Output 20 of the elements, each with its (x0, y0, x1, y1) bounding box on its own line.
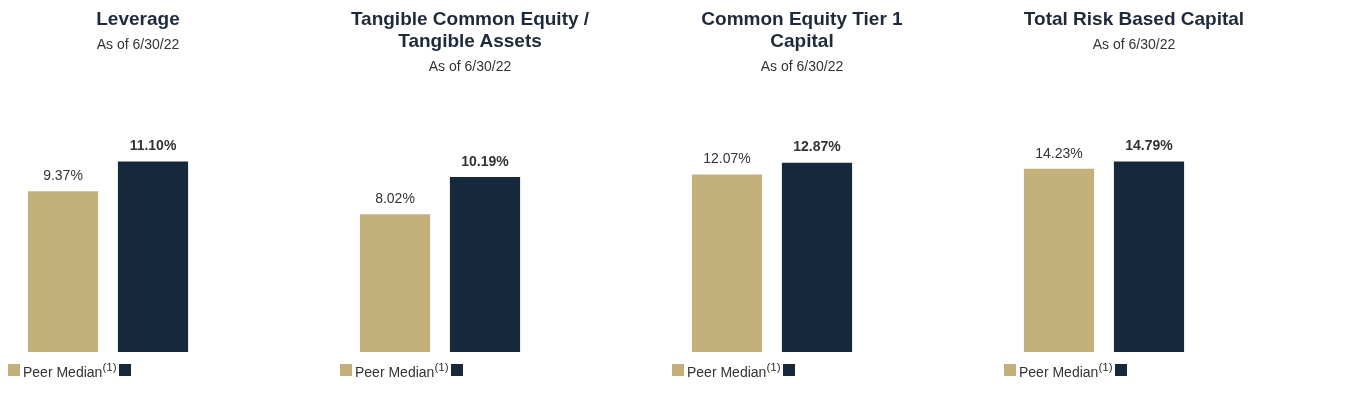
legend-label: Peer Median$^{(1)}$ (23, 360, 117, 380)
chart-title: Tangible Common Equity / Tangible Assets (349, 8, 591, 52)
legend-label: Peer Median$^{(1)}$ (355, 360, 449, 380)
chart-title: Total Risk Based Capital (1022, 8, 1246, 30)
chart-subtitle: As of 6/30/22 (95, 36, 181, 52)
data-label: 9.37% (43, 167, 83, 184)
chart-title: Leverage (95, 8, 181, 30)
chart-title: Common Equity Tier 1 Capital (700, 8, 904, 52)
data-label: 10.19% (461, 152, 510, 169)
data-label: 14.23% (1035, 144, 1083, 161)
data-label: 8.02% (375, 190, 415, 207)
data-label: 12.87% (793, 138, 842, 155)
data-label: 14.79% (1125, 137, 1174, 154)
chart-subtitle: As of 6/30/22 (1091, 36, 1177, 52)
legend-label: Peer Median$^{(1)}$ (687, 360, 781, 380)
chart-subtitle: As of 6/30/22 (759, 58, 845, 74)
chart-subtitle: As of 6/30/22 (427, 58, 513, 74)
data-label: 12.07% (703, 150, 751, 167)
data-label: 11.10% (129, 137, 177, 154)
legend-label: Peer Median$^{(1)}$ (1019, 360, 1113, 380)
